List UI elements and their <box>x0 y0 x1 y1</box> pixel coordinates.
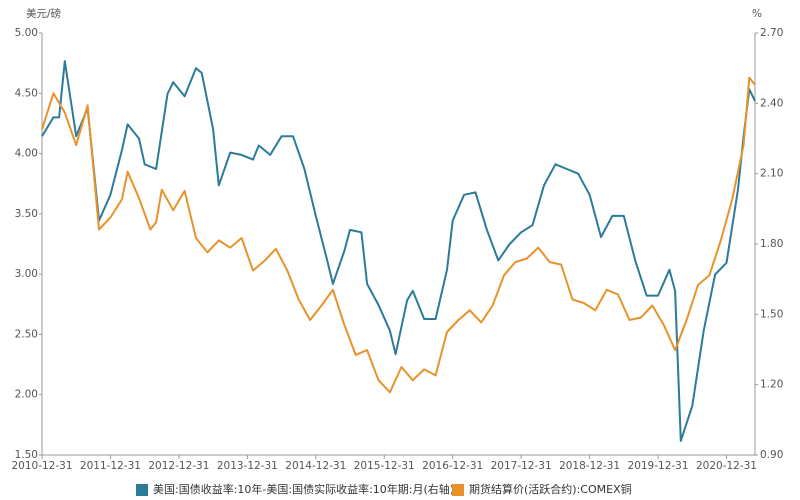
y-tick-label: 1.50 <box>15 449 38 461</box>
x-tick-label: 2011-12-31 <box>80 460 141 472</box>
y-tick-label: 4.00 <box>15 148 38 160</box>
x-tick-label: 2020-12-31 <box>696 460 757 472</box>
legend-label: 期货结算价(活跃合约):COMEX铜 <box>469 482 632 496</box>
series-line <box>41 76 756 394</box>
y-tick-label: 5.00 <box>15 27 38 39</box>
y-tick-label: 3.00 <box>15 268 38 280</box>
y2-tick-label: 2.40 <box>760 97 783 109</box>
y2-tick-label: 1.50 <box>760 308 783 320</box>
y2-tick-label: 2.70 <box>760 27 783 39</box>
x-tick-label: 2018-12-31 <box>559 460 620 472</box>
y-tick-label: 3.50 <box>15 208 38 220</box>
x-tick-label: 2015-12-31 <box>354 460 415 472</box>
y2-unit: % <box>752 8 762 20</box>
legend-label: 美国:国债收益率:10年-美国:国债实际收益率:10年期:月(右轴) <box>153 482 454 496</box>
x-tick-label: 2014-12-31 <box>285 460 346 472</box>
x-tick-label: 2017-12-31 <box>491 460 552 472</box>
y-unit: 美元/磅 <box>26 7 61 20</box>
x-tick-label: 2013-12-31 <box>217 460 278 472</box>
y2-tick-label: 1.20 <box>760 379 783 391</box>
x-tick-label: 2019-12-31 <box>628 460 689 472</box>
y-tick-label: 2.00 <box>15 389 38 401</box>
y-tick-label: 4.50 <box>15 87 38 99</box>
legend-swatch <box>136 484 148 496</box>
y2-tick-label: 2.10 <box>760 168 783 180</box>
x-tick-label: 2010-12-31 <box>11 460 72 472</box>
series-line <box>41 60 756 442</box>
y2-tick-label: 1.80 <box>760 238 783 250</box>
y-tick-label: 2.50 <box>15 328 38 340</box>
x-tick-label: 2012-12-31 <box>148 460 209 472</box>
y2-tick-label: 0.90 <box>760 449 783 461</box>
legend-swatch <box>452 484 464 496</box>
x-tick-label: 2016-12-31 <box>422 460 483 472</box>
